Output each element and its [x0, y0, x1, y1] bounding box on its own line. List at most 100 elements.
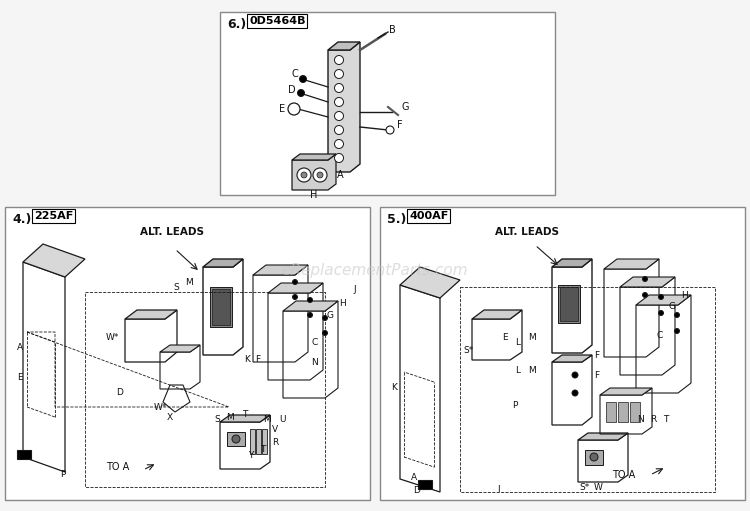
Bar [250, 429, 255, 454]
Text: I: I [496, 484, 500, 494]
Polygon shape [636, 295, 691, 305]
Text: M: M [263, 414, 271, 424]
Polygon shape [160, 345, 200, 352]
Text: W: W [593, 482, 602, 492]
Text: C: C [657, 331, 663, 339]
Polygon shape [125, 310, 177, 319]
Circle shape [334, 56, 344, 64]
Polygon shape [578, 433, 628, 440]
Text: W*: W* [153, 403, 166, 411]
Polygon shape [552, 355, 592, 362]
Text: T: T [663, 414, 669, 424]
Text: C: C [292, 69, 298, 79]
Circle shape [322, 331, 328, 336]
Circle shape [313, 168, 327, 182]
Text: T: T [260, 445, 266, 453]
Text: ALT. LEADS: ALT. LEADS [140, 227, 204, 237]
Text: T: T [242, 409, 248, 419]
Circle shape [334, 83, 344, 92]
Text: W*: W* [105, 333, 118, 341]
Text: L: L [515, 337, 520, 346]
Bar [17, 450, 31, 459]
Text: 400AF: 400AF [409, 211, 448, 221]
Bar [585, 450, 603, 465]
Bar [5, 207, 370, 500]
Text: G: G [326, 311, 334, 319]
Text: A: A [337, 170, 344, 180]
Bar [210, 287, 232, 327]
Polygon shape [292, 154, 336, 160]
Circle shape [386, 126, 394, 134]
Text: S*: S* [463, 345, 473, 355]
Polygon shape [220, 415, 270, 422]
Circle shape [297, 168, 311, 182]
Polygon shape [203, 259, 243, 267]
Text: 5.): 5.) [387, 213, 406, 225]
Text: E: E [503, 333, 508, 341]
Text: G: G [401, 102, 409, 112]
Text: F: F [256, 355, 260, 363]
Text: V: V [272, 425, 278, 433]
Circle shape [334, 153, 344, 162]
Circle shape [643, 276, 647, 282]
Circle shape [317, 172, 323, 178]
Circle shape [334, 98, 344, 106]
Circle shape [572, 390, 578, 396]
Polygon shape [253, 265, 308, 275]
Circle shape [658, 294, 664, 299]
Polygon shape [23, 244, 85, 277]
Text: U: U [280, 414, 286, 424]
Text: M: M [185, 277, 193, 287]
Text: S: S [214, 414, 220, 424]
Text: D: D [116, 387, 124, 397]
Polygon shape [292, 154, 336, 190]
Text: 225AF: 225AF [34, 211, 74, 221]
Text: L: L [17, 453, 22, 461]
Circle shape [292, 294, 298, 299]
Text: eReplacementParts.com: eReplacementParts.com [282, 263, 468, 277]
Text: A: A [411, 473, 417, 481]
Text: K: K [244, 355, 250, 363]
Bar [630, 402, 640, 422]
Circle shape [334, 111, 344, 121]
Bar [618, 402, 628, 422]
Text: J: J [354, 285, 356, 293]
Text: M: M [528, 365, 536, 375]
Text: H: H [682, 290, 688, 299]
Circle shape [292, 280, 298, 285]
Bar [256, 429, 261, 454]
Circle shape [572, 372, 578, 378]
Text: S*: S* [580, 482, 590, 492]
Circle shape [590, 453, 598, 461]
Text: X: X [167, 412, 173, 422]
Text: K: K [391, 383, 397, 391]
Polygon shape [600, 388, 652, 395]
Text: 4.): 4.) [12, 213, 32, 225]
Text: G: G [668, 301, 676, 311]
Bar [227, 432, 245, 446]
Bar [220, 12, 555, 195]
Circle shape [658, 311, 664, 315]
Bar [380, 207, 745, 500]
Circle shape [301, 172, 307, 178]
Text: L: L [515, 365, 520, 375]
Text: H: H [340, 298, 346, 308]
Polygon shape [283, 301, 338, 311]
Text: TO A: TO A [612, 470, 635, 480]
Text: S: S [173, 283, 178, 291]
Polygon shape [604, 259, 659, 269]
Polygon shape [268, 283, 323, 293]
Circle shape [674, 329, 680, 334]
Bar [606, 402, 616, 422]
Circle shape [299, 76, 307, 82]
Text: P: P [512, 401, 517, 409]
Polygon shape [552, 259, 592, 267]
Text: R: R [272, 437, 278, 447]
Polygon shape [328, 42, 360, 50]
Bar [212, 289, 230, 325]
Text: TO A: TO A [106, 462, 130, 472]
Text: H: H [310, 190, 318, 200]
Text: M: M [226, 412, 234, 422]
Polygon shape [472, 310, 522, 319]
Circle shape [322, 315, 328, 320]
